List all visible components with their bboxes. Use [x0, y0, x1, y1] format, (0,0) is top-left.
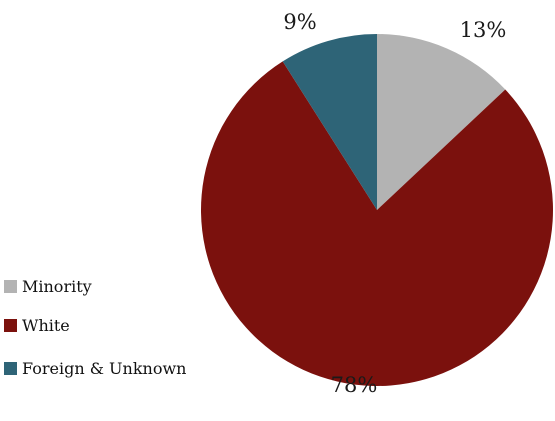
value-label-minority: 13% — [460, 18, 507, 42]
legend-label-white: White — [22, 316, 70, 335]
pie-slice-foreign-unknown — [282, 34, 377, 210]
legend-label-minority: Minority — [22, 277, 92, 296]
pie-slice-white — [201, 61, 553, 386]
value-label-foreign-unknown: 9% — [283, 10, 316, 34]
legend-label-foreign-unknown: Foreign & Unknown — [22, 359, 186, 378]
legend-swatch-minority — [4, 280, 17, 293]
pie-value-labels: 13% 78% 9% — [283, 10, 506, 397]
legend-swatch-foreign-unknown — [4, 362, 17, 375]
pie-slice-minority — [377, 34, 506, 210]
legend: Minority White Foreign & Unknown — [4, 277, 186, 378]
pie-slices — [201, 34, 553, 386]
legend-swatch-white — [4, 319, 17, 332]
value-label-white: 78% — [331, 373, 378, 397]
